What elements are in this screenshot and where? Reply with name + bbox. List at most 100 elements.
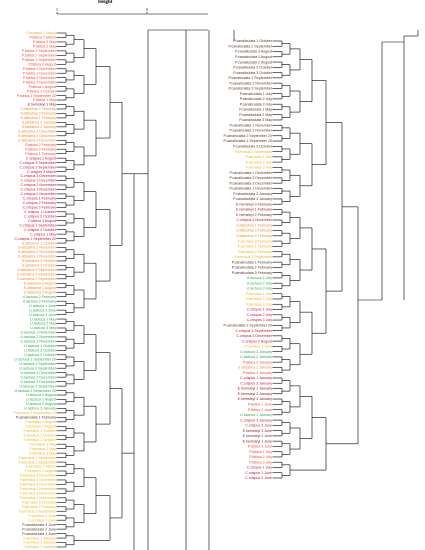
leaf-label: C.crispus 3 December bbox=[20, 174, 56, 178]
leaf-label: F.serratus 3 December bbox=[20, 478, 57, 482]
leaf-label: F.serratus 3 August bbox=[25, 469, 56, 473]
leaf-label: P.serratus 1 March bbox=[26, 31, 56, 35]
leaf-label: F.serratus 3 February bbox=[22, 501, 56, 505]
leaf-label: P.canaliculata 2 October bbox=[233, 66, 272, 70]
leaf-label: P.fabica 2 September 20 bbox=[17, 94, 56, 98]
leaf-label: P.canaliculata 2 May bbox=[239, 113, 272, 117]
leaf-label: P.canaliculata 3 September 20 bbox=[224, 324, 272, 328]
leaf-label: U.lactuca 3 January bbox=[240, 350, 272, 354]
leaf-label: C.crispus 3 September bbox=[19, 161, 56, 165]
leaf-label: S.latissima 1 October bbox=[22, 241, 57, 245]
leaf-label: E.hemsleyi 3 January bbox=[238, 397, 273, 401]
leaf-label: S.latissima 2 January bbox=[22, 125, 56, 129]
leaf-label: P.canaliculata 2 October bbox=[233, 145, 272, 149]
leaf-label: P.fabica 2 February bbox=[25, 143, 56, 147]
leaf-label: F.serratus 1 September bbox=[19, 456, 57, 460]
leaf-label: U.lactuca 3 July bbox=[247, 287, 273, 291]
leaf-label: S.latissima 2 September bbox=[17, 273, 57, 277]
leaf-label: U.lactuca 1 May bbox=[30, 317, 56, 321]
leaf-label: F.serratus 3 September bbox=[19, 509, 57, 513]
leaf-label: U.lactuca 2 July bbox=[247, 281, 273, 285]
leaf-label: F.serratus 1 November bbox=[20, 496, 57, 500]
leaf-label: P.canaliculata 1 July bbox=[240, 92, 273, 96]
leaf-label: U.lactuca 1 November bbox=[20, 331, 56, 335]
leaf-label: P.canaliculata 3 November bbox=[230, 129, 273, 133]
leaf-label: P.canaliculata 3 July bbox=[240, 102, 273, 106]
leaf-label: C.crispus 1 October bbox=[24, 210, 57, 214]
leaf-label: F.serratus 2 May bbox=[29, 447, 56, 451]
leaf-label: C.crispus 1 September bbox=[19, 223, 56, 227]
leaf-label: P.serratus 3 September 20 bbox=[14, 411, 56, 415]
leaf-label: P.fabica 3 May bbox=[33, 40, 57, 44]
leaf-label: P.fabica 3 September bbox=[22, 49, 57, 53]
leaf-label: P.fabica 3 June bbox=[248, 445, 272, 449]
leaf-label: F.serratus 2 June bbox=[244, 345, 272, 349]
leaf-label: P.canaliculata 1 December bbox=[230, 171, 273, 175]
leaf-label: S.latissima 3 September bbox=[17, 268, 57, 272]
leaf-label: U.lactuca 2 September bbox=[19, 362, 56, 366]
leaf-label: U.lactuca 2 November bbox=[20, 335, 56, 339]
leaf-label: P.canaliculata 3 February bbox=[232, 271, 272, 275]
leaf-label: S.latissima 3 August bbox=[24, 281, 56, 285]
leaf-label: P.fabica 1 June bbox=[248, 402, 272, 406]
leaf-label: F.serratus 3 May bbox=[29, 451, 56, 455]
leaf-label: S.latissima 2 November bbox=[18, 246, 57, 250]
leaf-label: F.serratus 2 September bbox=[19, 460, 57, 464]
leaf-label: F.serratus 2 July bbox=[246, 160, 272, 164]
leaf-label: C.crispus 1 May bbox=[30, 232, 56, 236]
leaf-label: F.serratus 1 October bbox=[23, 429, 56, 433]
leaf-label: F.serratus 1 May bbox=[29, 442, 56, 446]
leaf-label: C.crispus 3 November bbox=[236, 218, 272, 222]
leaf-label: P.canaliculata 2 February bbox=[232, 266, 272, 270]
leaf-label: F.serratus 3 February bbox=[238, 239, 272, 243]
leaf-label: E.hemsleyi 2 February bbox=[236, 213, 272, 217]
leaf-label: C.crispus 1 February bbox=[23, 197, 57, 201]
leaf-label: P.canaliculata 3 August bbox=[235, 50, 272, 54]
axis-tick-label: 1 bbox=[56, 8, 58, 12]
leaf-label: U.lactuca 3 January bbox=[24, 407, 56, 411]
leaf-label: F.serratus 1 January bbox=[23, 536, 56, 540]
leaf-label: U.lactuca 1 October bbox=[24, 344, 57, 348]
leaf-label: P.fabica 1 October bbox=[27, 89, 57, 93]
leaf-label: P.canaliculata 1 February bbox=[16, 416, 56, 420]
leaf-label: U.lactuca 3 December bbox=[20, 380, 56, 384]
leaf-label: P.canaliculata 1 November bbox=[230, 123, 273, 127]
leaf-label: F.serratus 1 July bbox=[246, 292, 272, 296]
leaf-label: P.canaliculata 2 November bbox=[230, 81, 273, 85]
leaf-label: P.fabica 2 March bbox=[29, 36, 56, 40]
leaf-label: F.serratus 3 October bbox=[23, 438, 56, 442]
leaf-label: P.fabica 2 May bbox=[33, 45, 57, 49]
leaf-label: S.latissima 2 February bbox=[236, 229, 272, 233]
leaf-label: F.serratus 1 June bbox=[28, 518, 56, 522]
leaf-label: P.fabica 3 November bbox=[23, 80, 57, 84]
leaf-label: C.crispus 1 December bbox=[20, 179, 56, 183]
leaf-label: P.fabica 2 January bbox=[243, 360, 273, 364]
leaf-label: C.crispus 3 November bbox=[20, 188, 56, 192]
leaf-label: S.latissima 3 November bbox=[18, 250, 57, 254]
leaf-label: U.lactuca 3 May bbox=[30, 326, 56, 330]
leaf-label: C.crispus 2 December bbox=[236, 334, 272, 338]
leaf-label: P.canaliculata 3 September bbox=[229, 87, 273, 91]
leaf-label: P.fabica 2 June bbox=[248, 408, 272, 412]
leaf-label: F.serratus 3 July bbox=[246, 166, 272, 170]
leaf-label: C.crispus 2 October bbox=[24, 214, 57, 218]
leaf-label: U.lactuca 3 August bbox=[26, 393, 56, 397]
leaf-label: C.crispus 1 June bbox=[245, 471, 272, 475]
leaf-label: P.canaliculata 1 September bbox=[229, 76, 273, 80]
leaf-label: S.latissima 2 December bbox=[18, 134, 57, 138]
leaf-label: E.hemsleyi 1 June bbox=[243, 439, 272, 443]
leaf-label: E.hemsleyi 1 January bbox=[238, 387, 273, 391]
leaf-label: S.latissima 3 October bbox=[22, 264, 57, 268]
axis-title: Height bbox=[98, 0, 113, 5]
leaf-label: F.serratus 1 September bbox=[235, 150, 273, 154]
leaf-label: P.fabica 1 May bbox=[33, 98, 57, 102]
leaf-label: S.latissima 1 February bbox=[236, 223, 272, 227]
leaf-label: F.serratus 3 June bbox=[28, 514, 56, 518]
leaf-label: C.crispus 2 January bbox=[240, 381, 272, 385]
leaf-label: S.latissima 1 September bbox=[17, 277, 57, 281]
leaf-label: P.canaliculata 3 September 20 bbox=[224, 139, 272, 143]
leaf-label: P.canaliculata 2 December bbox=[230, 176, 273, 180]
leaf-label: E.hemsleyi 2 January bbox=[238, 392, 273, 396]
leaf-label: U.lactuca 1 June bbox=[29, 304, 56, 308]
